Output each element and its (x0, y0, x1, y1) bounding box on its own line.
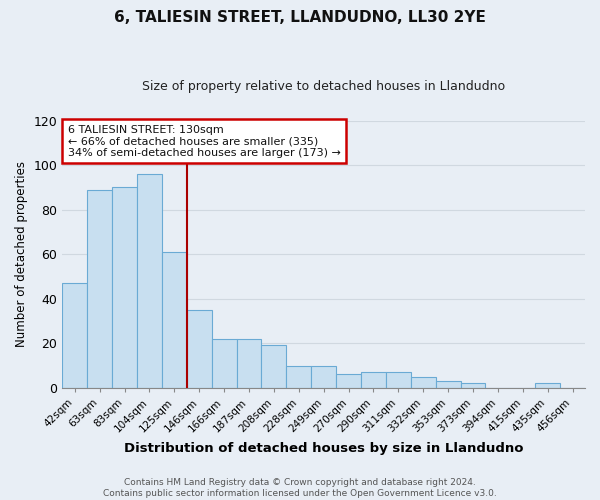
Bar (137, 174, 162, 388)
Bar (311, 366, 336, 388)
Text: 6 TALIESIN STREET: 130sqm
← 66% of detached houses are smaller (335)
34% of semi: 6 TALIESIN STREET: 130sqm ← 66% of detac… (68, 124, 340, 158)
Bar (162, 252, 187, 388)
Bar (286, 366, 311, 388)
Title: Size of property relative to detached houses in Llandudno: Size of property relative to detached ho… (142, 80, 505, 93)
Bar (411, 376, 436, 388)
Bar (187, 310, 212, 388)
Bar (62, 283, 87, 388)
Bar (461, 384, 485, 388)
X-axis label: Distribution of detached houses by size in Llandudno: Distribution of detached houses by size … (124, 442, 523, 455)
Bar (212, 339, 236, 388)
Bar (436, 381, 461, 388)
Bar (262, 346, 286, 388)
Bar (87, 190, 112, 388)
Bar (112, 188, 137, 388)
Y-axis label: Number of detached properties: Number of detached properties (15, 161, 28, 347)
Bar (535, 384, 560, 388)
Bar (236, 339, 262, 388)
Bar (361, 372, 386, 388)
Text: Contains HM Land Registry data © Crown copyright and database right 2024.
Contai: Contains HM Land Registry data © Crown c… (103, 478, 497, 498)
Text: 6, TALIESIN STREET, LLANDUDNO, LL30 2YE: 6, TALIESIN STREET, LLANDUDNO, LL30 2YE (114, 10, 486, 25)
Bar (336, 374, 361, 388)
Bar (386, 372, 411, 388)
